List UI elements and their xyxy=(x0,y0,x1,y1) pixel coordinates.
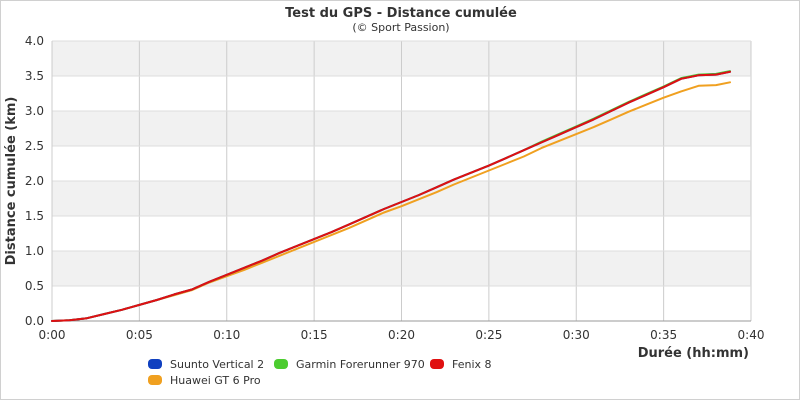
x-tick-label: 0:05 xyxy=(126,328,153,342)
legend-swatch xyxy=(148,375,162,385)
y-tick-label: 3.5 xyxy=(25,69,44,83)
y-tick-label: 2.5 xyxy=(25,139,44,153)
x-tick-label: 0:40 xyxy=(738,328,765,342)
chart-subtitle: (© Sport Passion) xyxy=(352,21,449,34)
x-axis-title: Durée (hh:mm) xyxy=(638,346,749,361)
legend: Suunto Vertical 2 Garmin Forerunner 970 Fe… xyxy=(148,358,492,387)
legend-label: Huawei GT 6 Pro xyxy=(170,374,261,387)
x-tick-labels: 0:00 0:05 0:10 0:15 0:20 0:25 0:30 0:35 0:40 xyxy=(39,328,765,342)
legend-swatch xyxy=(430,359,444,369)
legend-label: Suunto Vertical 2 xyxy=(170,358,264,371)
x-tick-label: 0:00 xyxy=(39,328,66,342)
x-tick-label: 0:10 xyxy=(213,328,240,342)
x-tick-label: 0:20 xyxy=(388,328,415,342)
series-lines xyxy=(51,70,731,322)
x-tick-label: 0:15 xyxy=(301,328,328,342)
chart-title: Test du GPS - Distance cumulée xyxy=(285,6,517,21)
y-tick-label: 1.5 xyxy=(25,209,44,223)
y-tick-labels: 0.0 0.5 1.0 1.5 2.0 2.5 3.0 3.5 4.0 xyxy=(25,34,44,328)
y-tick-label: 1.0 xyxy=(25,244,44,258)
y-tick-label: 2.0 xyxy=(25,174,44,188)
y-tick-label: 4.0 xyxy=(25,34,44,48)
x-tick-label: 0:25 xyxy=(475,328,502,342)
legend-swatch xyxy=(148,359,162,369)
axes xyxy=(51,41,751,322)
y-tick-label: 3.0 xyxy=(25,104,44,118)
legend-label: Garmin Forerunner 970 xyxy=(296,358,425,371)
legend-label: Fenix 8 xyxy=(452,358,492,371)
x-tick-label: 0:35 xyxy=(650,328,677,342)
legend-swatch xyxy=(274,359,288,369)
y-axis-title: Distance cumulée (km) xyxy=(4,97,19,266)
y-tick-label: 0.0 xyxy=(25,314,44,328)
x-tick-label: 0:30 xyxy=(563,328,590,342)
series-line-3 xyxy=(51,70,731,322)
y-tick-label: 0.5 xyxy=(25,279,44,293)
